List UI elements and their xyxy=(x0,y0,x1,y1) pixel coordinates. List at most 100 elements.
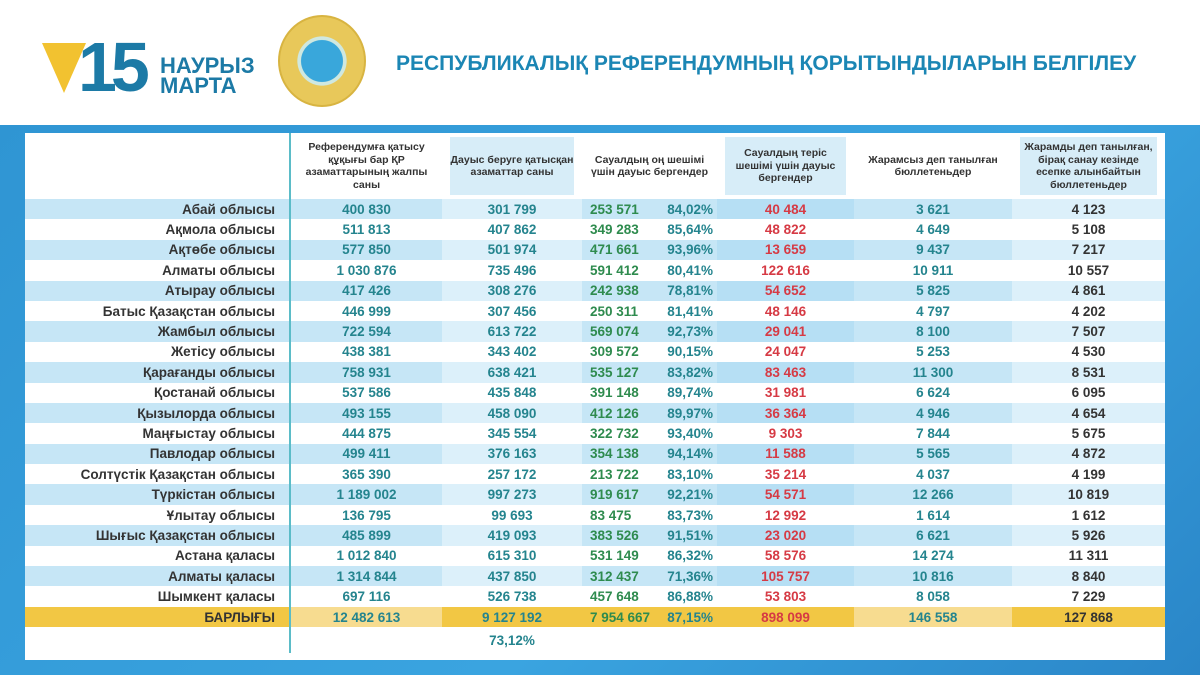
value-cell: 83 463 xyxy=(717,362,854,383)
yes-votes-cell: 471 661 93,96% xyxy=(582,239,717,261)
value-cell: 6 095 xyxy=(1071,385,1106,401)
yes-votes-cell: 354 138 94,14% xyxy=(582,443,717,465)
yes-votes-cell: 322 732 93,40% xyxy=(582,423,717,443)
value-cell: 1 030 876 xyxy=(336,262,397,278)
value-cell: 105 757 xyxy=(717,566,854,587)
empty-cell xyxy=(582,627,717,653)
yes-votes: 213 722 xyxy=(590,466,639,482)
results-table: Референдумға қатысу құқығы бар ҚР азамат… xyxy=(25,133,1166,654)
value-cell: 6 624 xyxy=(916,385,950,401)
region-name: Атырау облысы xyxy=(25,280,291,301)
column-header-label: Дауыс беруге қатысқан азаматтар саны xyxy=(450,137,574,195)
column-header: Референдумға қатысу құқығы бар ҚР азамат… xyxy=(290,133,442,199)
yes-votes-cell: 312 437 71,36% xyxy=(582,566,717,587)
table-row: Шығыс Қазақстан облысы 485 899 419 093 383 … xyxy=(25,525,1165,546)
value-cell: 511 813 xyxy=(342,222,391,238)
table-row: Алматы облысы 1 030 876 735 496 591 412 80,4… xyxy=(25,260,1165,281)
column-header: Жарамды деп танылған, бірақ санау кезінд… xyxy=(1012,133,1165,199)
column-header-label: Жарамды деп танылған, бірақ санау кезінд… xyxy=(1020,137,1157,195)
table-row: Атырау облысы 417 426 308 276 242 938 78,81%… xyxy=(25,280,1165,301)
yes-votes-cell: 569 074 92,73% xyxy=(582,321,717,342)
region-name: Ақмола облысы xyxy=(25,219,291,240)
value-cell: 10 819 xyxy=(1012,484,1165,505)
yes-percent: 92,21% xyxy=(667,487,713,503)
results-panel: Референдумға қатысу құқығы бар ҚР азамат… xyxy=(25,133,1165,660)
value-cell: 9 437 xyxy=(854,239,1012,261)
value-cell: 5 565 xyxy=(854,443,1012,465)
value-cell: 407 862 xyxy=(487,222,537,238)
table-row: Астана қаласы 1 012 840 615 310 531 149 86,3… xyxy=(25,545,1165,567)
yes-percent: 83,10% xyxy=(667,466,713,482)
value-cell: 146 558 xyxy=(854,606,1012,628)
value-cell: 8 058 xyxy=(916,589,950,605)
yes-votes: 535 127 xyxy=(590,364,639,380)
value-cell: 14 274 xyxy=(912,548,954,564)
region-name: Шымкент қаласы xyxy=(25,586,291,607)
value-cell: 11 300 xyxy=(854,362,1012,383)
value-cell: 458 090 xyxy=(442,402,582,424)
logo-line2: МАРТА xyxy=(160,73,237,98)
value-cell: 758 931 xyxy=(290,362,442,383)
value-cell: 1 012 840 xyxy=(336,548,397,564)
value-cell: 12 266 xyxy=(854,484,1012,505)
yes-percent: 91,51% xyxy=(667,527,713,543)
check-mark-icon xyxy=(42,43,86,93)
yes-votes: 391 148 xyxy=(590,385,639,401)
value-cell: 485 899 xyxy=(290,525,442,546)
yes-votes-cell: 457 648 86,88% xyxy=(582,586,717,606)
value-cell: 12 992 xyxy=(764,507,807,523)
value-cell: 9 303 xyxy=(768,425,803,441)
yes-votes: 242 938 xyxy=(590,283,639,299)
column-header xyxy=(25,133,291,199)
value-cell: 48 146 xyxy=(764,303,807,319)
table-row: Жетісу облысы 438 381 343 402 309 572 90,15%… xyxy=(25,341,1165,363)
table-row: Ұлытау облысы 136 795 99 693 83 475 83,73% 12… xyxy=(25,504,1165,526)
yes-percent: 90,15% xyxy=(667,344,713,360)
value-cell: 8 840 xyxy=(1012,566,1165,587)
value-cell: 257 172 xyxy=(487,466,537,482)
region-name: БАРЛЫҒЫ xyxy=(25,606,291,628)
value-cell: 8 531 xyxy=(1012,362,1165,383)
value-cell: 400 830 xyxy=(290,199,442,220)
table-row: Ақтөбе облысы 577 850 501 974 471 661 93,96%… xyxy=(25,239,1165,261)
region-name: Солтүстік Қазақстан облысы xyxy=(25,464,291,485)
value-cell: 5 253 xyxy=(916,344,950,360)
value-cell: 7 217 xyxy=(1012,239,1165,261)
table-row: Қарағанды облысы 758 931 638 421 535 127 83,… xyxy=(25,362,1165,383)
yes-votes-cell: 242 938 78,81% xyxy=(582,280,717,301)
yes-votes: 457 648 xyxy=(590,589,639,605)
yes-votes-cell: 412 126 89,97% xyxy=(582,402,717,424)
value-cell: 127 868 xyxy=(1012,606,1165,628)
yes-percent: 93,40% xyxy=(667,425,713,441)
region-name: Батыс Қазақстан облысы xyxy=(25,300,291,322)
region-name: Маңғыстау облысы xyxy=(25,423,291,444)
yes-votes: 250 311 xyxy=(590,303,639,319)
value-cell: 376 163 xyxy=(442,443,582,465)
yes-votes-cell: 383 526 91,51% xyxy=(582,525,717,546)
table-row: Батыс Қазақстан облысы 446 999 307 456 250 … xyxy=(25,300,1165,322)
yes-votes: 919 617 xyxy=(590,487,639,503)
yes-votes-cell: 83 475 83,73% xyxy=(582,505,717,525)
value-cell: 23 020 xyxy=(717,525,854,546)
value-cell: 10 911 xyxy=(912,262,954,278)
table-row: Абай облысы 400 830 301 799 253 571 84,02% 40… xyxy=(25,199,1165,220)
yes-percent: 89,97% xyxy=(667,405,713,421)
value-cell: 435 848 xyxy=(487,385,537,401)
value-cell: 36 364 xyxy=(717,402,854,424)
column-header-label: Сауалдың оң шешімі үшін дауыс бергендер xyxy=(590,153,709,179)
value-cell: 5 926 xyxy=(1012,525,1165,546)
yes-votes-cell: 535 127 83,82% xyxy=(582,362,717,383)
yes-percent: 93,96% xyxy=(667,242,713,258)
yes-votes: 7 954 667 xyxy=(590,609,651,625)
yes-votes-cell: 253 571 84,02% xyxy=(582,199,717,220)
value-cell: 4 872 xyxy=(1012,443,1165,465)
yes-percent: 80,41% xyxy=(667,262,713,278)
value-cell: 365 390 xyxy=(342,466,391,482)
region-name: Ұлытау облысы xyxy=(25,504,291,526)
value-cell: 12 482 613 xyxy=(290,606,442,628)
value-cell: 615 310 xyxy=(487,548,537,564)
table-row: Түркістан облысы 1 189 002 997 273 919 617 9… xyxy=(25,484,1165,505)
yes-votes: 312 437 xyxy=(590,568,639,584)
yes-percent: 89,74% xyxy=(667,385,713,401)
yes-votes: 349 283 xyxy=(590,222,639,238)
